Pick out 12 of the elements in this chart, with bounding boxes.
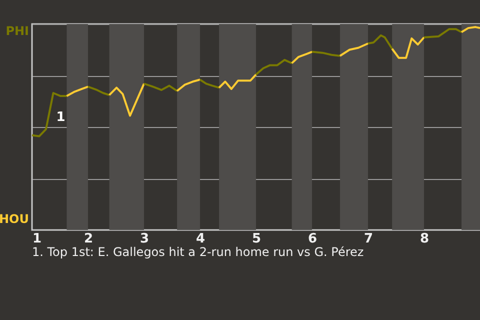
x-tick-label: 8 <box>420 232 430 246</box>
x-tick-label: 5 <box>252 232 262 246</box>
x-tick-label: 2 <box>84 232 94 246</box>
x-tick-label: 1 <box>32 232 42 246</box>
text: 1. Top 1st: E. Gallegos hit a 2-run home run vs G. Pérez <box>32 245 364 259</box>
x-tick-label: 4 <box>196 232 206 246</box>
x-tick-label: 7 <box>364 232 374 246</box>
text: HOU <box>0 212 29 226</box>
annotation: 1 <box>56 110 66 125</box>
x-tick-label: 6 <box>308 232 318 246</box>
x-tick-label: 3 <box>140 232 150 246</box>
text: PHI <box>6 24 29 38</box>
